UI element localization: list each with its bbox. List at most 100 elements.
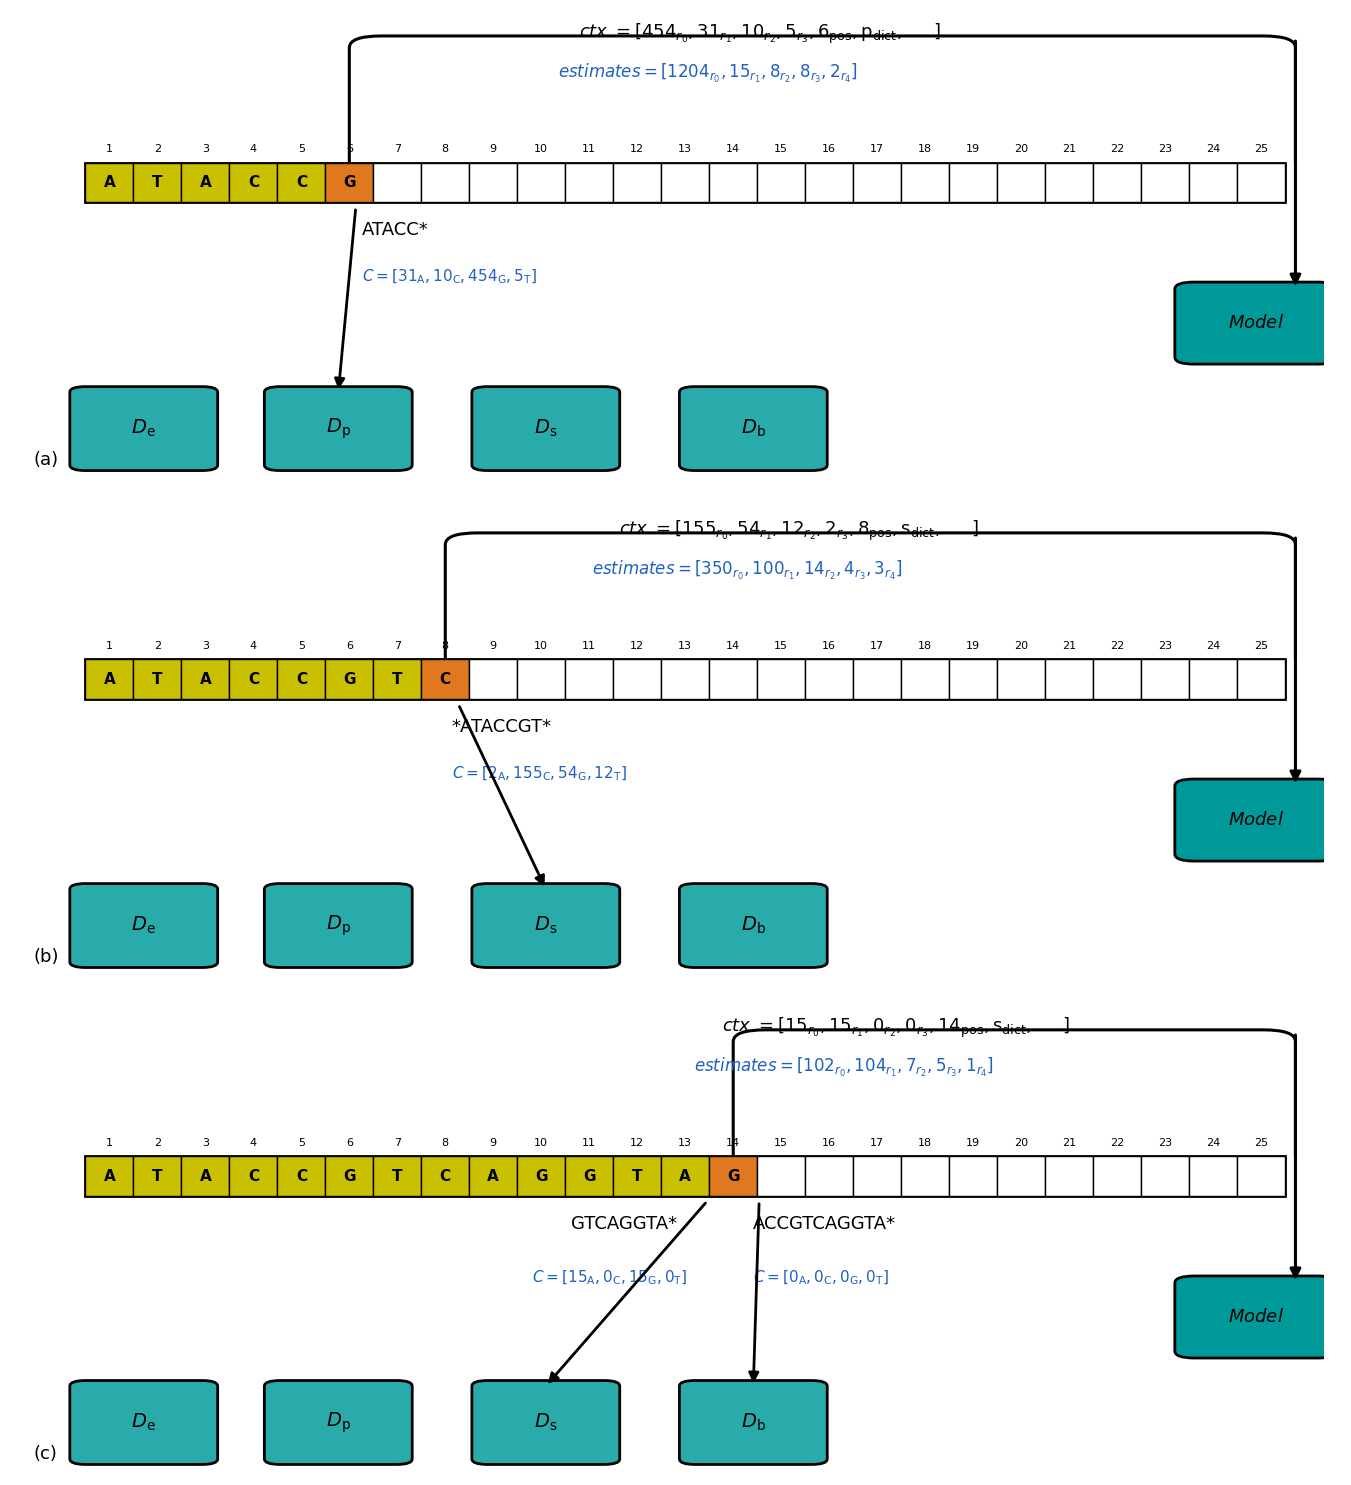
Bar [901, 659, 950, 699]
Bar [422, 162, 469, 202]
Bar [565, 162, 613, 202]
Bar [373, 1157, 422, 1197]
Bar [181, 659, 230, 699]
FancyBboxPatch shape [1175, 780, 1337, 861]
Bar [517, 659, 565, 699]
Text: 7: 7 [393, 144, 401, 154]
Text: $\mathit{Model}$: $\mathit{Model}$ [1228, 315, 1283, 333]
Bar [565, 659, 613, 699]
Text: ACCGTCAGGTA*: ACCGTCAGGTA* [753, 1215, 896, 1233]
Bar [1238, 162, 1285, 202]
Text: 2: 2 [154, 642, 161, 650]
Text: 19: 19 [966, 1138, 981, 1148]
Text: 12: 12 [630, 642, 644, 650]
Bar [854, 659, 901, 699]
Bar [950, 659, 997, 699]
Text: C: C [247, 1169, 259, 1184]
Bar [1046, 162, 1093, 202]
Text: 3: 3 [201, 144, 209, 154]
Text: (a): (a) [34, 451, 58, 469]
Bar [1189, 1157, 1238, 1197]
Text: 22: 22 [1111, 1138, 1124, 1148]
Text: 25: 25 [1254, 144, 1269, 154]
FancyBboxPatch shape [85, 659, 1285, 699]
Text: 14: 14 [725, 642, 740, 650]
Text: C: C [296, 671, 307, 688]
Bar [1093, 659, 1142, 699]
Text: 9: 9 [489, 642, 497, 650]
Bar [661, 659, 709, 699]
Text: 19: 19 [966, 144, 981, 154]
Text: 21: 21 [1062, 144, 1077, 154]
Bar [901, 162, 950, 202]
Text: G: G [535, 1169, 547, 1184]
Bar [997, 1157, 1046, 1197]
Text: 5: 5 [297, 1138, 305, 1148]
Bar [950, 162, 997, 202]
Bar [950, 1157, 997, 1197]
Text: 16: 16 [823, 144, 836, 154]
Text: $\mathit{ctx}$ $= [454_{r_0}, 31_{r_1}, 10_{r_2}, 5_{r_3}, 6_{\mathrm{pos}}, \ma: $\mathit{ctx}$ $= [454_{r_0}, 31_{r_1}, … [580, 21, 940, 46]
Text: $\mathit{C}$$ = [2_{\mathrm{A}}, 155_{\mathrm{C}}, 54_{\mathrm{G}}, 12_{\mathrm{: $\mathit{C}$$ = [2_{\mathrm{A}}, 155_{\m… [451, 765, 627, 784]
Bar [1046, 1157, 1093, 1197]
Text: $\mathit{D}_{\mathrm{p}}$: $\mathit{D}_{\mathrm{p}}$ [326, 913, 351, 939]
FancyBboxPatch shape [680, 884, 827, 968]
FancyBboxPatch shape [85, 1157, 1285, 1197]
Text: $\mathit{C}$$ = [0_{\mathrm{A}}, 0_{\mathrm{C}}, 0_{\mathrm{G}}, 0_{\mathrm{T}}]: $\mathit{C}$$ = [0_{\mathrm{A}}, 0_{\mat… [753, 1270, 889, 1287]
Text: G: G [343, 671, 355, 688]
Text: 20: 20 [1015, 642, 1028, 650]
Text: 13: 13 [678, 642, 692, 650]
Text: 24: 24 [1206, 642, 1220, 650]
Text: 21: 21 [1062, 642, 1077, 650]
FancyBboxPatch shape [1175, 1276, 1337, 1357]
Text: 4: 4 [250, 642, 257, 650]
Text: 15: 15 [774, 642, 788, 650]
FancyBboxPatch shape [471, 1381, 620, 1464]
Text: $\mathit{D}_{\mathrm{p}}$: $\mathit{D}_{\mathrm{p}}$ [326, 416, 351, 441]
Text: $\mathit{D}_{\mathrm{b}}$: $\mathit{D}_{\mathrm{b}}$ [740, 1412, 766, 1433]
Text: A: A [104, 671, 115, 688]
Text: 8: 8 [442, 642, 449, 650]
Bar [469, 659, 517, 699]
Text: 9: 9 [489, 1138, 497, 1148]
FancyBboxPatch shape [265, 386, 412, 471]
Text: 17: 17 [870, 642, 885, 650]
Text: 3: 3 [201, 642, 209, 650]
FancyBboxPatch shape [85, 162, 1285, 202]
Bar [517, 1157, 565, 1197]
Text: $\mathit{D}_{\mathrm{b}}$: $\mathit{D}_{\mathrm{b}}$ [740, 915, 766, 936]
Text: 10: 10 [534, 642, 549, 650]
Bar [517, 162, 565, 202]
Text: 1: 1 [105, 1138, 113, 1148]
Text: 11: 11 [582, 642, 596, 650]
Text: 5: 5 [297, 144, 305, 154]
Bar [326, 1157, 373, 1197]
Text: 14: 14 [725, 1138, 740, 1148]
Text: A: A [104, 175, 115, 190]
Text: 20: 20 [1015, 144, 1028, 154]
Text: G: G [727, 1169, 739, 1184]
Bar [134, 162, 181, 202]
Text: $\mathit{estimates}$$ = [1204_{r_0}, 15_{r_1}, 8_{r_2}, 8_{r_3}, 2_{r_4}]$: $\mathit{estimates}$$ = [1204_{r_0}, 15_… [558, 62, 858, 85]
Text: G: G [343, 1169, 355, 1184]
Bar [1189, 659, 1238, 699]
Text: 13: 13 [678, 144, 692, 154]
Bar [1142, 162, 1189, 202]
Bar [1046, 659, 1093, 699]
Text: 2: 2 [154, 144, 161, 154]
FancyBboxPatch shape [1175, 282, 1337, 364]
Bar [277, 1157, 326, 1197]
Bar [757, 162, 805, 202]
Text: *ATACCGT*: *ATACCGT* [451, 719, 553, 737]
Text: 25: 25 [1254, 1138, 1269, 1148]
Text: A: A [200, 175, 211, 190]
Text: 18: 18 [919, 144, 932, 154]
Bar [1142, 659, 1189, 699]
Text: 24: 24 [1206, 144, 1220, 154]
Text: C: C [296, 175, 307, 190]
Text: A: A [200, 1169, 211, 1184]
Bar [134, 1157, 181, 1197]
Text: 8: 8 [442, 144, 449, 154]
Bar [1189, 162, 1238, 202]
Text: 25: 25 [1254, 642, 1269, 650]
